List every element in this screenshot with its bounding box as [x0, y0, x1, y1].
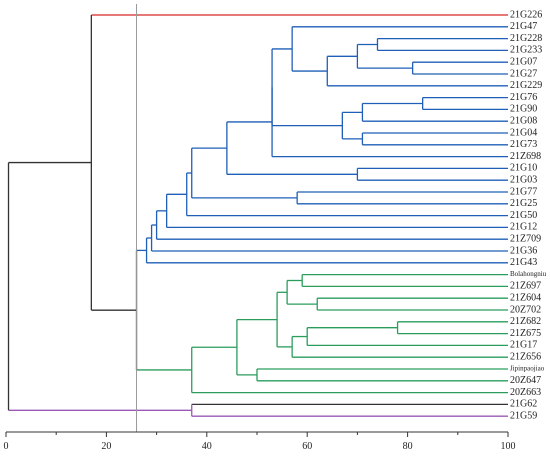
leaf-label-25: 20Z702 — [510, 304, 541, 315]
leaf-label-9: 21G08 — [510, 115, 537, 126]
leaf-label-11: 21G73 — [510, 139, 537, 150]
x-tick-label-0: 0 — [4, 441, 9, 452]
leaf-label-6: 21G229 — [510, 80, 542, 91]
leaf-label-19: 21Z709 — [510, 233, 541, 244]
x-tick-label-100: 100 — [501, 441, 516, 452]
leaf-label-0: 21G226 — [510, 9, 542, 20]
leaf-label-14: 21G03 — [510, 174, 537, 185]
leaf-label-27: 21Z675 — [510, 328, 541, 339]
leaf-label-17: 21G50 — [510, 210, 537, 221]
leaf-label-26: 21Z682 — [510, 316, 541, 327]
leaf-label-31: 20Z647 — [510, 375, 541, 386]
leaf-label-22: Bolahongniu — [510, 270, 547, 278]
leaf-label-7: 21G76 — [510, 92, 537, 103]
leaf-label-3: 21G233 — [510, 45, 542, 56]
leaf-label-8: 21G90 — [510, 104, 537, 115]
leaf-label-32: 20Z663 — [510, 387, 541, 398]
leaf-label-28: 21G17 — [510, 340, 537, 351]
leaf-label-29: 21Z656 — [510, 351, 541, 362]
leaf-label-30: Jipinpaojiao — [510, 365, 545, 373]
x-tick-label-40: 40 — [202, 441, 212, 452]
leaf-label-13: 21G10 — [510, 163, 537, 174]
leaf-label-24: 21Z604 — [510, 292, 541, 303]
leaf-label-4: 21G07 — [510, 56, 537, 67]
x-tick-label-60: 60 — [302, 441, 312, 452]
x-tick-label-80: 80 — [403, 441, 413, 452]
leaf-labels: 21G22621G4721G22821G23321G0721G2721G2292… — [510, 9, 547, 421]
leaf-label-2: 21G228 — [510, 33, 542, 44]
leaf-label-16: 21G25 — [510, 198, 537, 209]
leaf-label-15: 21G77 — [510, 186, 537, 197]
leaf-label-20: 21G36 — [510, 245, 537, 256]
leaf-label-23: 21Z697 — [510, 281, 541, 292]
leaf-label-34: 21G59 — [510, 410, 537, 421]
leaf-label-5: 21G27 — [510, 68, 537, 79]
leaf-label-18: 21G12 — [510, 222, 537, 233]
leaf-label-1: 21G47 — [510, 21, 537, 32]
leaf-label-21: 21G43 — [510, 257, 537, 268]
leaf-label-33: 21G62 — [510, 399, 537, 410]
leaf-label-10: 21G04 — [510, 127, 537, 138]
x-tick-label-20: 20 — [101, 441, 111, 452]
x-axis: 0 20 40 60 80 100 — [4, 431, 516, 452]
leaf-label-12: 21Z698 — [510, 151, 541, 162]
dendrogram-links — [7, 14, 508, 417]
